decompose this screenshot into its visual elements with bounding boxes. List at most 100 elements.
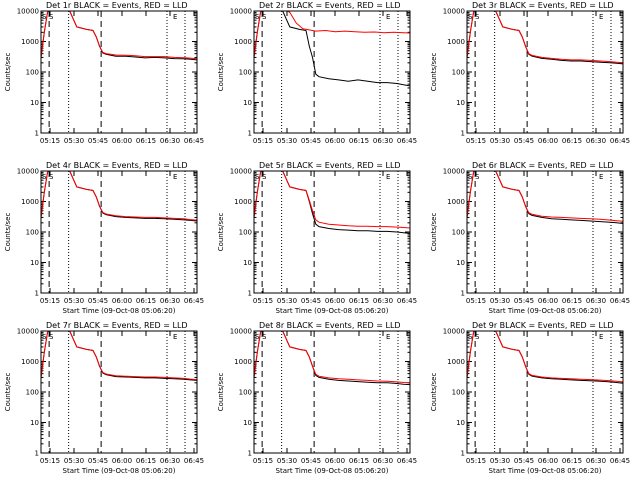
x-tick-label: 06:45 bbox=[397, 457, 417, 465]
y-tick-label: 1 bbox=[461, 130, 465, 138]
x-tick-label: 05:45 bbox=[301, 137, 321, 145]
chart-panel-det-2r: 1 10 100 1000 10000 05:15 05:30 05:45 06:00 06:15… bbox=[213, 0, 426, 160]
y-tick-label: 10000 bbox=[230, 168, 252, 176]
x-tick-label: 06:00 bbox=[538, 297, 558, 305]
x-tick-label: 05:15 bbox=[40, 457, 60, 465]
x-tick-label: 06:15 bbox=[562, 457, 582, 465]
y-tick-label: 10000 bbox=[17, 328, 39, 336]
chart-plot-det-3r: 1 10 100 1000 10000 05:15 05:30 05:45 06:00 06:15… bbox=[430, 8, 630, 146]
chart-title: Det 5r BLACK = Events, RED = LLD bbox=[259, 161, 401, 170]
marker-label: E bbox=[173, 333, 177, 341]
x-tick-label: 06:30 bbox=[373, 297, 393, 305]
y-tick-label: 1 bbox=[248, 130, 252, 138]
x-tick-label: 06:45 bbox=[397, 137, 417, 145]
y-tick-label: 100 bbox=[26, 389, 39, 397]
marker-label: E bbox=[173, 173, 177, 181]
marker-label: S bbox=[49, 13, 54, 21]
y-tick-label: 100 bbox=[239, 229, 252, 237]
y-axis-label: Counts/sec bbox=[217, 53, 225, 92]
chart-title: Det 1r BLACK = Events, RED = LLD bbox=[46, 1, 188, 10]
x-tick-label: 05:30 bbox=[64, 457, 84, 465]
x-tick-label: 05:30 bbox=[277, 137, 297, 145]
chart-plot-det-4r: 1 10 100 1000 10000 05:15 05:30 05:45 06:00 06:15… bbox=[4, 168, 204, 316]
marker-label: E bbox=[173, 13, 177, 21]
y-tick-label: 100 bbox=[239, 69, 252, 77]
series-line-lld bbox=[467, 11, 623, 64]
marker-label: S bbox=[262, 13, 267, 21]
x-tick-label: 05:15 bbox=[40, 137, 60, 145]
x-tick-label: 06:30 bbox=[373, 457, 393, 465]
plot-frame bbox=[253, 330, 411, 454]
chart-title: Det 7r BLACK = Events, RED = LLD bbox=[46, 321, 188, 330]
x-tick-label: 06:15 bbox=[136, 297, 156, 305]
x-tick-label: 06:15 bbox=[136, 457, 156, 465]
x-tick-label: 06:00 bbox=[112, 137, 132, 145]
chart-plot-det-8r: 1 10 100 1000 10000 05:15 05:30 05:45 06:00 06:15… bbox=[217, 328, 417, 476]
series-line-lld bbox=[254, 331, 410, 384]
chart-plot-det-7r: 1 10 100 1000 10000 05:15 05:30 05:45 06:00 06:15… bbox=[4, 328, 204, 476]
y-tick-label: 10 bbox=[456, 99, 465, 107]
chart-plot-det-2r: 1 10 100 1000 10000 05:15 05:30 05:45 06:00 06:15… bbox=[217, 8, 417, 146]
y-tick-label: 1000 bbox=[447, 358, 465, 366]
chart-panel-det-9r: 1 10 100 1000 10000 05:15 05:30 05:45 06:00 06:15… bbox=[426, 320, 639, 480]
x-tick-label: 05:30 bbox=[277, 457, 297, 465]
x-axis-label: Start Time (09-Oct-08 05:06:20) bbox=[489, 307, 602, 315]
series-line-lld bbox=[254, 11, 410, 58]
x-tick-label: 05:30 bbox=[490, 137, 510, 145]
x-tick-label: 05:45 bbox=[514, 137, 534, 145]
chart-panel-det-3r: 1 10 100 1000 10000 05:15 05:30 05:45 06:00 06:15… bbox=[426, 0, 639, 160]
y-tick-label: 10 bbox=[456, 419, 465, 427]
series-line-events bbox=[254, 11, 410, 87]
x-tick-label: 06:00 bbox=[325, 137, 345, 145]
marker-label: S bbox=[42, 173, 47, 181]
chart-panel-det-8r: 1 10 100 1000 10000 05:15 05:30 05:45 06:00 06:15… bbox=[213, 320, 426, 480]
x-tick-label: 06:30 bbox=[160, 457, 180, 465]
chart-plot-det-1r: 1 10 100 1000 10000 05:15 05:30 05:45 06:00 06:15… bbox=[4, 8, 204, 146]
series-line-lld bbox=[41, 331, 197, 381]
y-tick-label: 1 bbox=[461, 290, 465, 298]
chart-title: Det 9r BLACK = Events, RED = LLD bbox=[472, 321, 614, 330]
y-tick-label: 1000 bbox=[447, 38, 465, 46]
x-tick-label: 06:45 bbox=[184, 137, 204, 145]
y-tick-label: 1000 bbox=[21, 38, 39, 46]
x-tick-label: 05:45 bbox=[88, 457, 108, 465]
x-tick-label: 05:15 bbox=[40, 297, 60, 305]
x-tick-label: 05:30 bbox=[64, 297, 84, 305]
chart-title: Det 2r BLACK = Events, RED = LLD bbox=[259, 1, 401, 10]
y-tick-label: 10 bbox=[243, 259, 252, 267]
y-axis-label: Counts/sec bbox=[430, 213, 438, 252]
series-line-lld bbox=[41, 11, 197, 60]
y-tick-label: 100 bbox=[452, 69, 465, 77]
x-tick-label: 06:15 bbox=[136, 137, 156, 145]
x-tick-label: 06:45 bbox=[184, 457, 204, 465]
chart-panel-det-1r: 1 10 100 1000 10000 05:15 05:30 05:45 06:00 06:15… bbox=[0, 0, 213, 160]
x-tick-label: 06:00 bbox=[538, 457, 558, 465]
y-tick-label: 10000 bbox=[443, 8, 465, 16]
x-tick-label: 05:15 bbox=[253, 457, 273, 465]
x-axis-label: Start Time (09-Oct-08 05:06:20) bbox=[63, 307, 176, 315]
x-tick-label: 05:45 bbox=[514, 297, 534, 305]
chart-panel-det-7r: 1 10 100 1000 10000 05:15 05:30 05:45 06:00 06:15… bbox=[0, 320, 213, 480]
x-tick-label: 06:45 bbox=[184, 297, 204, 305]
y-tick-label: 10000 bbox=[230, 328, 252, 336]
y-tick-label: 1000 bbox=[234, 38, 252, 46]
series-line-lld bbox=[41, 171, 197, 221]
marker-label: S bbox=[255, 173, 260, 181]
x-tick-label: 06:15 bbox=[562, 297, 582, 305]
plot-frame bbox=[40, 330, 198, 454]
chart-title: Det 6r BLACK = Events, RED = LLD bbox=[472, 161, 614, 170]
x-tick-label: 06:30 bbox=[160, 297, 180, 305]
marker-label: S bbox=[42, 13, 47, 21]
marker-label: S bbox=[262, 173, 267, 181]
marker-label: E bbox=[386, 173, 390, 181]
y-tick-label: 100 bbox=[26, 69, 39, 77]
plot-frame bbox=[466, 330, 624, 454]
x-tick-label: 05:45 bbox=[301, 457, 321, 465]
x-axis-label: Start Time (09-Oct-08 05:06:20) bbox=[276, 467, 389, 475]
x-tick-label: 06:45 bbox=[610, 137, 630, 145]
chart-title: Det 4r BLACK = Events, RED = LLD bbox=[46, 161, 188, 170]
y-tick-label: 10 bbox=[243, 99, 252, 107]
x-axis-label: Start Time (09-Oct-08 05:06:20) bbox=[63, 467, 176, 475]
x-tick-label: 05:30 bbox=[490, 457, 510, 465]
x-tick-label: 06:30 bbox=[160, 137, 180, 145]
